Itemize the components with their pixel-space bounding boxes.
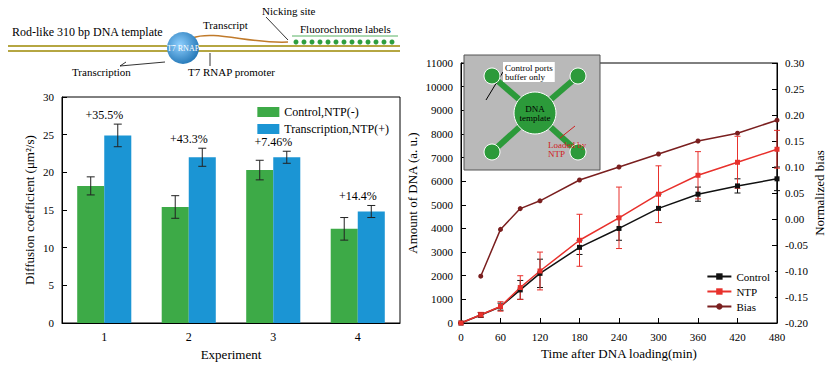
svg-text:T7 RNAP promoter: T7 RNAP promoter: [188, 66, 275, 78]
svg-text:5: 5: [49, 279, 55, 291]
svg-text:25: 25: [43, 129, 55, 141]
svg-text:Time after DNA loading(min): Time after DNA loading(min): [541, 346, 697, 361]
svg-text:0.10: 0.10: [785, 161, 805, 173]
svg-text:Normalized bias: Normalized bias: [812, 150, 827, 236]
svg-text:+35.5%: +35.5%: [85, 108, 123, 122]
svg-text:0.30: 0.30: [785, 57, 805, 69]
svg-text:Nicking site: Nicking site: [262, 5, 316, 17]
svg-text:-0.20: -0.20: [785, 317, 808, 329]
svg-text:2: 2: [186, 330, 192, 344]
svg-text:1000: 1000: [431, 293, 454, 305]
svg-text:-0.10: -0.10: [785, 265, 808, 277]
svg-text:+14.4%: +14.4%: [339, 189, 377, 203]
svg-text:0.15: 0.15: [785, 135, 805, 147]
svg-text:10: 10: [43, 242, 55, 254]
svg-text:+43.3%: +43.3%: [170, 132, 208, 146]
svg-text:360: 360: [690, 331, 707, 343]
svg-text:Control ports: Control ports: [505, 62, 553, 73]
svg-text:480: 480: [769, 331, 786, 343]
svg-text:Loaded by: Loaded by: [548, 139, 587, 150]
svg-text:DNA: DNA: [525, 103, 545, 114]
svg-text:Control: Control: [736, 271, 770, 283]
svg-text:0: 0: [458, 331, 464, 343]
svg-text:0.25: 0.25: [785, 83, 805, 95]
svg-text:Amount of DNA (a. u.): Amount of DNA (a. u.): [405, 132, 420, 253]
svg-text:+7.46%: +7.46%: [254, 135, 292, 149]
svg-text:NTP: NTP: [736, 286, 757, 298]
svg-text:300: 300: [650, 331, 667, 343]
svg-text:1: 1: [101, 330, 107, 344]
svg-text:0: 0: [448, 317, 454, 329]
svg-text:7000: 7000: [431, 152, 454, 164]
svg-text:240: 240: [611, 331, 628, 343]
svg-text:0.20: 0.20: [785, 109, 805, 121]
svg-text:0: 0: [49, 317, 55, 329]
svg-text:420: 420: [729, 331, 746, 343]
svg-text:8000: 8000: [431, 128, 454, 140]
svg-text:0.00: 0.00: [785, 213, 805, 225]
svg-text:180: 180: [571, 331, 588, 343]
svg-text:3: 3: [270, 330, 276, 344]
svg-text:Transcript: Transcript: [203, 19, 248, 31]
svg-text:NTP: NTP: [548, 149, 565, 159]
svg-text:11000: 11000: [426, 57, 454, 69]
svg-text:20: 20: [43, 166, 55, 178]
svg-text:4: 4: [355, 330, 361, 344]
svg-text:Diffusion coefficient (μm²/s): Diffusion coefficient (μm²/s): [22, 135, 37, 285]
svg-text:Rod-like 310 bp DNA template: Rod-like 310 bp DNA template: [12, 25, 163, 39]
svg-text:Control,NTP(-): Control,NTP(-): [284, 105, 358, 119]
svg-text:3000: 3000: [431, 246, 454, 258]
svg-text:15: 15: [43, 204, 55, 216]
svg-text:120: 120: [532, 331, 549, 343]
svg-text:Bias: Bias: [736, 301, 756, 313]
svg-text:Transcription: Transcription: [72, 66, 131, 78]
svg-text:0.05: 0.05: [785, 187, 805, 199]
svg-text:-0.05: -0.05: [785, 239, 808, 251]
svg-text:2000: 2000: [431, 270, 454, 282]
svg-text:9000: 9000: [431, 104, 454, 116]
svg-text:Transcription,NTP(+): Transcription,NTP(+): [284, 122, 389, 136]
svg-text:Experiment: Experiment: [201, 347, 262, 362]
svg-text:buffer only: buffer only: [505, 72, 546, 82]
svg-text:60: 60: [495, 331, 507, 343]
svg-text:4000: 4000: [431, 222, 454, 234]
svg-text:30: 30: [43, 91, 55, 103]
svg-text:10000: 10000: [426, 81, 454, 93]
svg-text:6000: 6000: [431, 175, 454, 187]
svg-text:5000: 5000: [431, 199, 454, 211]
svg-text:-0.15: -0.15: [785, 291, 808, 303]
svg-text:T7 RNAP: T7 RNAP: [167, 44, 200, 53]
svg-text:Fluorochrome labels: Fluorochrome labels: [300, 23, 391, 35]
svg-text:template: template: [520, 113, 551, 123]
